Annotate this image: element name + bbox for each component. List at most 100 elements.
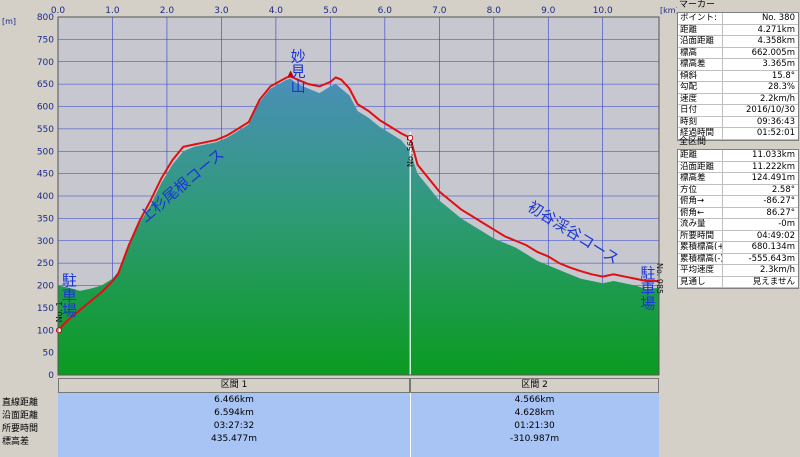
panel-key: 流み量 [678,219,723,230]
panel-key: 勾配 [678,82,723,93]
terrain-area [58,78,659,375]
y-tick-label: 550 [37,125,54,135]
x-tick-label: 7.0 [432,6,447,16]
panel-value: 01:52:01 [756,128,795,138]
panel-value: 3.365m [762,59,795,69]
section-row-label: 沿面距離 [2,411,39,421]
y-tick-label: 500 [37,147,54,157]
panel-row: 平均速度 2.3km/h [678,265,798,277]
section-row-label: 標高差 [2,437,30,447]
annotation-label: 駐車場 [60,272,78,317]
y-tick-label: 800 [37,13,54,23]
x-tick-label: 9.0 [541,6,556,16]
y-tick-label: 450 [37,170,54,180]
y-tick-label: 750 [37,35,54,45]
y-tick-label: 0 [48,371,54,378]
panel-value: 662.005m [751,47,795,58]
panel-row: 所要時間 04:49:02 [678,230,798,242]
panel-key: 速度 [678,93,723,104]
y-tick-label: 400 [37,192,54,202]
panel-key: 傾斜 [678,70,723,81]
panel-value: 2.2km/h [760,93,795,104]
panel-key: ポイント: [678,13,723,24]
panel-key: 距離 [678,150,723,161]
section-cell: 03:27:32 [213,421,255,431]
panel-key: 標高差 [678,59,723,70]
panel-row: 沿面距離 4.358km [678,36,798,48]
marker-label: No. 567 [406,136,415,167]
panel-row: 距離 4.271km [678,24,798,36]
section-1-header[interactable]: 区間 1 [58,378,410,393]
panel-key: 沿面距離 [678,36,723,47]
panel-key: 俯角← [678,207,723,218]
x-tick-label: 3.0 [214,6,229,16]
panel-row: 累積標高(+) 680.134m [678,242,798,254]
section-row-label: 所要時間 [2,424,39,434]
marker-point[interactable] [56,327,62,334]
panel-key: 見通し [678,276,723,287]
panel-row: 方位 2.58° [678,184,798,196]
x-tick-label: 6.0 [378,6,393,16]
section-2-header[interactable]: 区間 2 [410,378,659,393]
panel-row: 見通し 見えません [678,276,798,288]
panel-key: 時刻 [678,116,723,127]
panel-row: 距離 11.033km [678,150,798,162]
panel-row: 日付 2016/10/30 [678,105,798,117]
panel-value: 見えません [752,276,795,287]
panel-row: 速度 2.2km/h [678,93,798,105]
total-panel-title: 全区間 [679,137,707,147]
panel-key: 累積標高(+) [678,242,723,253]
section-cell: 01:21:30 [514,421,555,431]
panel-value: 124.491m [751,173,795,183]
section-divider [410,393,411,457]
panel-key: 方位 [678,184,723,195]
panel-value: -555.643m [748,253,796,264]
panel-value: 04:49:02 [756,230,795,241]
y-tick-label: 50 [43,349,55,359]
panel-value: 2016/10/30 [746,105,795,115]
panel-key: 俯角→ [678,196,723,207]
annotation-label: 駐車場 [638,265,656,310]
section-cell: 6.466km [214,395,254,405]
panel-key: 標高 [678,47,723,58]
marker-point[interactable] [287,70,294,77]
y-tick-label: 600 [37,103,54,113]
panel-value: 4.358km [757,36,795,46]
panel-row: 沿面距離 11.222km [678,161,798,173]
section-cell: 435.477m [211,434,257,444]
y-tick-label: 700 [37,58,54,68]
x-tick-label: 2.0 [160,6,175,16]
elevation-chart: 0 50 100 150 200 250 300 350 400 450 500 550 600 650 7… [2,6,677,378]
y-tick-label: 350 [37,214,54,224]
panel-key: 距離 [678,24,723,35]
panel-key: 所要時間 [678,230,723,241]
x-tick-label: 10.0 [593,6,613,16]
x-tick-label: 1.0 [105,6,120,16]
y-tick-label: 150 [37,304,54,314]
panel-row: 経過時間 01:52:01 [678,128,798,140]
panel-row: 時刻 09:36:43 [678,116,798,128]
y-unit-label: [m] [2,17,16,26]
panel-row: 標高差 3.365m [678,59,798,71]
y-tick-label: 200 [37,282,54,292]
panel-row: ポイント: No. 380 [678,13,798,25]
panel-row: 標高 662.005m [678,47,798,59]
panel-row: 傾斜 15.8° [678,70,798,82]
x-tick-label: 0.0 [51,6,66,16]
panel-key: 日付 [678,105,723,116]
panel-row: 流み量 -0m [678,219,798,231]
panel-row: 勾配 28.3% [678,82,798,94]
y-tick-label: 250 [37,259,54,269]
panel-row: 標高差 124.491m [678,173,798,185]
marker-label: No. 1 [55,301,64,322]
y-tick-label: 100 [37,326,54,336]
section-table: 区間 1 区間 2 直線距離 6.466km 4.566km 沿面距離 6.594km 4… [0,378,659,457]
panel-value: 4.271km [757,24,795,35]
section-cell: 4.628km [514,408,555,418]
y-tick-label: 300 [37,237,54,247]
panel-key: 経過時間 [678,128,723,139]
marker-point[interactable] [407,134,414,141]
panel-value: 2.3km/h [760,265,795,275]
y-tick-label: 650 [37,80,54,90]
section-cell: 4.566km [514,395,555,405]
